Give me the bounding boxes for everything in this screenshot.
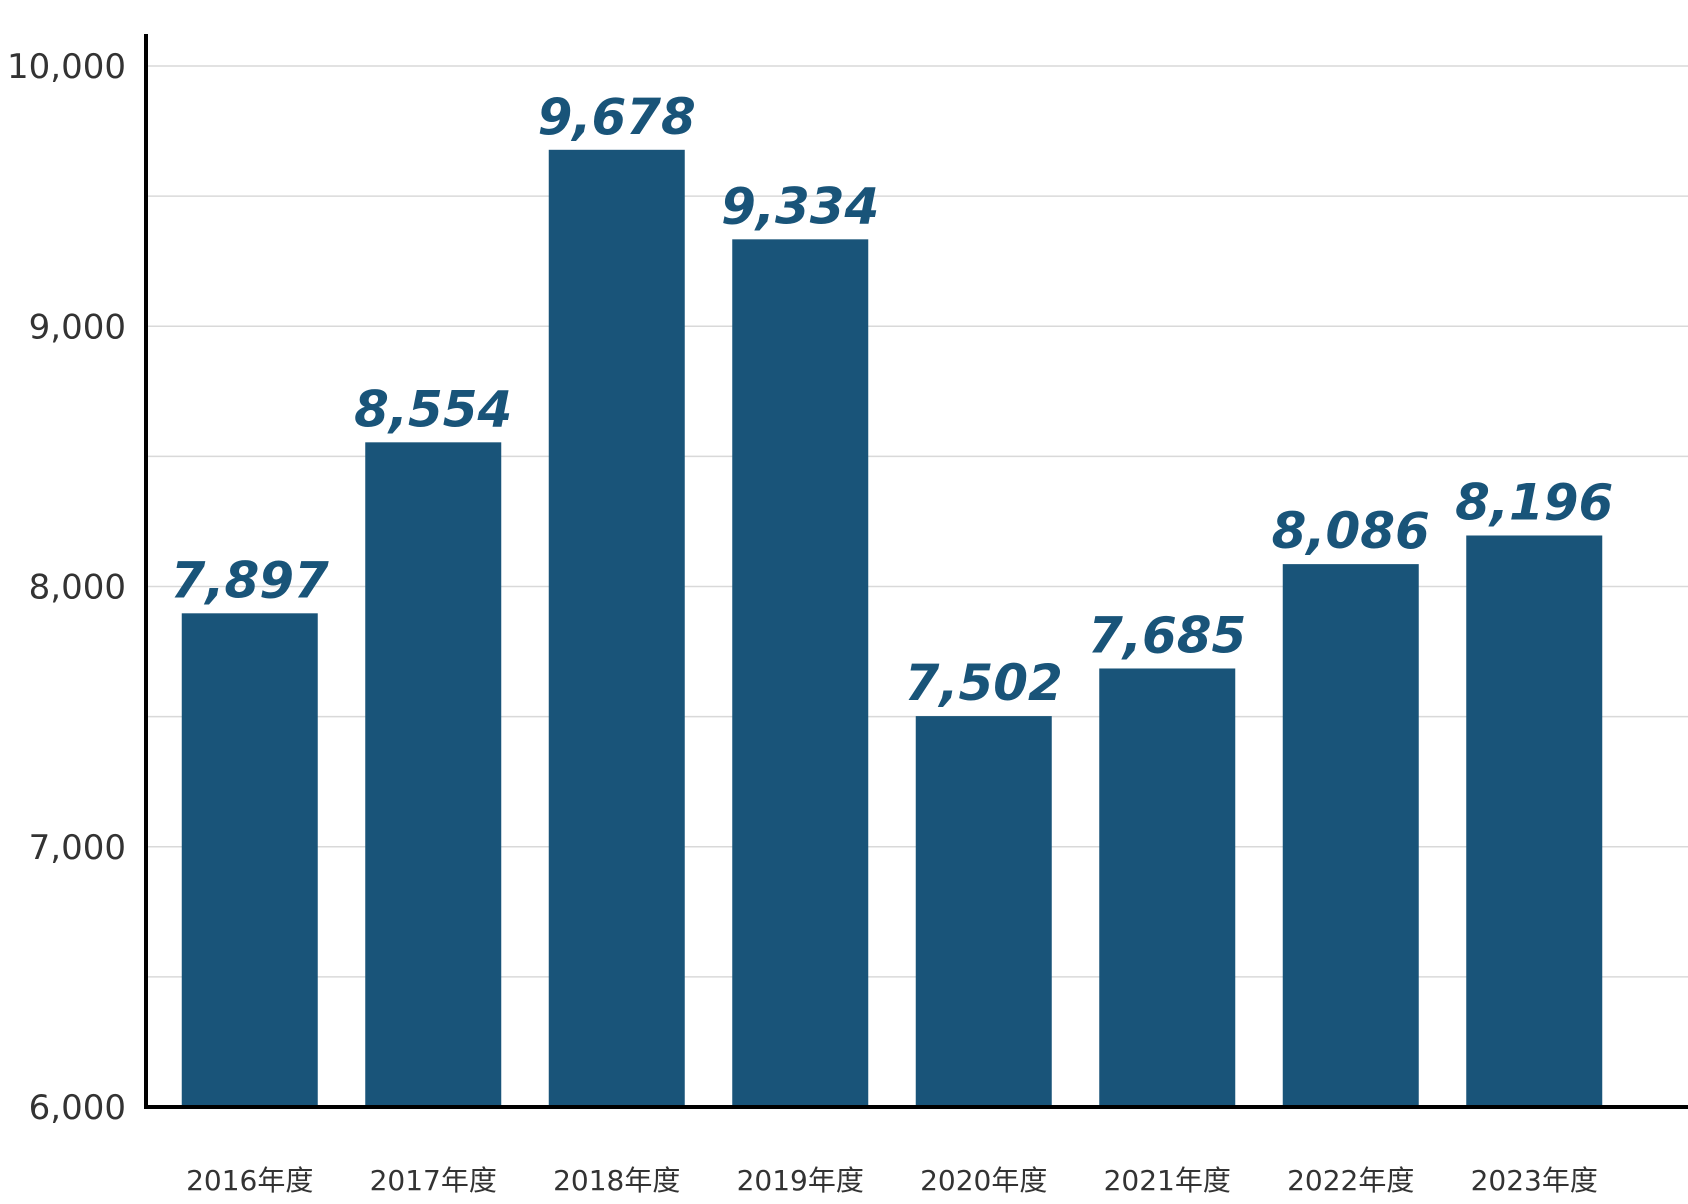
bar	[1466, 535, 1603, 1107]
bar	[1099, 668, 1236, 1107]
x-category-label: 2022年度	[1287, 1164, 1414, 1197]
bar	[732, 239, 869, 1107]
bar	[915, 716, 1052, 1107]
x-category-label: 2017年度	[370, 1164, 497, 1197]
data-labels: 7,897 8,554 9,678 9,334 7,502 7,685 8,086 8,196	[171, 88, 1614, 712]
bars	[181, 149, 1603, 1107]
x-category-label: 2016年度	[186, 1164, 313, 1197]
data-label: 7,502	[905, 654, 1063, 712]
data-label: 8,086	[1272, 502, 1430, 560]
data-label: 9,678	[538, 88, 696, 146]
axes	[144, 34, 1688, 1109]
bar	[548, 149, 685, 1107]
y-axis-ticks: 6,000 7,000 8,000 9,000 10,000	[7, 47, 126, 1128]
data-label: 8,196	[1455, 473, 1613, 531]
y-tick-label: 9,000	[29, 307, 126, 347]
bar	[365, 442, 502, 1107]
x-category-label: 2021年度	[1104, 1164, 1231, 1197]
x-axis-categories: 2016年度 2017年度 2018年度 2019年度 2020年度 2021年度 2022…	[186, 1164, 1598, 1197]
data-label: 9,334	[721, 177, 879, 235]
bar	[1282, 564, 1419, 1107]
x-category-label: 2020年度	[920, 1164, 1047, 1197]
y-tick-label: 7,000	[29, 828, 126, 868]
y-tick-label: 6,000	[29, 1088, 126, 1128]
x-category-label: 2018年度	[553, 1164, 680, 1197]
y-tick-label: 8,000	[29, 568, 126, 608]
bar	[181, 613, 318, 1107]
x-category-label: 2023年度	[1471, 1164, 1598, 1197]
data-label: 8,554	[354, 380, 512, 438]
y-tick-label: 10,000	[7, 47, 126, 87]
data-label: 7,685	[1088, 606, 1246, 664]
data-label: 7,897	[171, 551, 329, 609]
x-category-label: 2019年度	[737, 1164, 864, 1197]
